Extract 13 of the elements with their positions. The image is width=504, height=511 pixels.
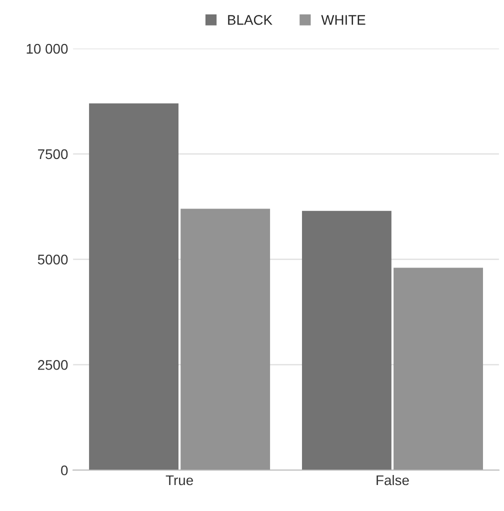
legend-label: BLACK <box>228 15 272 25</box>
bar <box>180 208 270 470</box>
y-tick-label: 2500 <box>38 360 68 370</box>
x-tick-label: False <box>376 474 409 486</box>
legend-label: WHITE <box>321 15 366 25</box>
y-tick-label: 5000 <box>38 254 68 264</box>
bar <box>394 268 483 470</box>
bar <box>89 103 178 470</box>
x-tick-label: True <box>166 475 193 486</box>
y-tick-label: 0 <box>61 465 68 476</box>
bar <box>302 210 392 470</box>
y-tick-label: 7500 <box>38 149 68 160</box>
y-tick-label: 10 000 <box>26 44 68 54</box>
